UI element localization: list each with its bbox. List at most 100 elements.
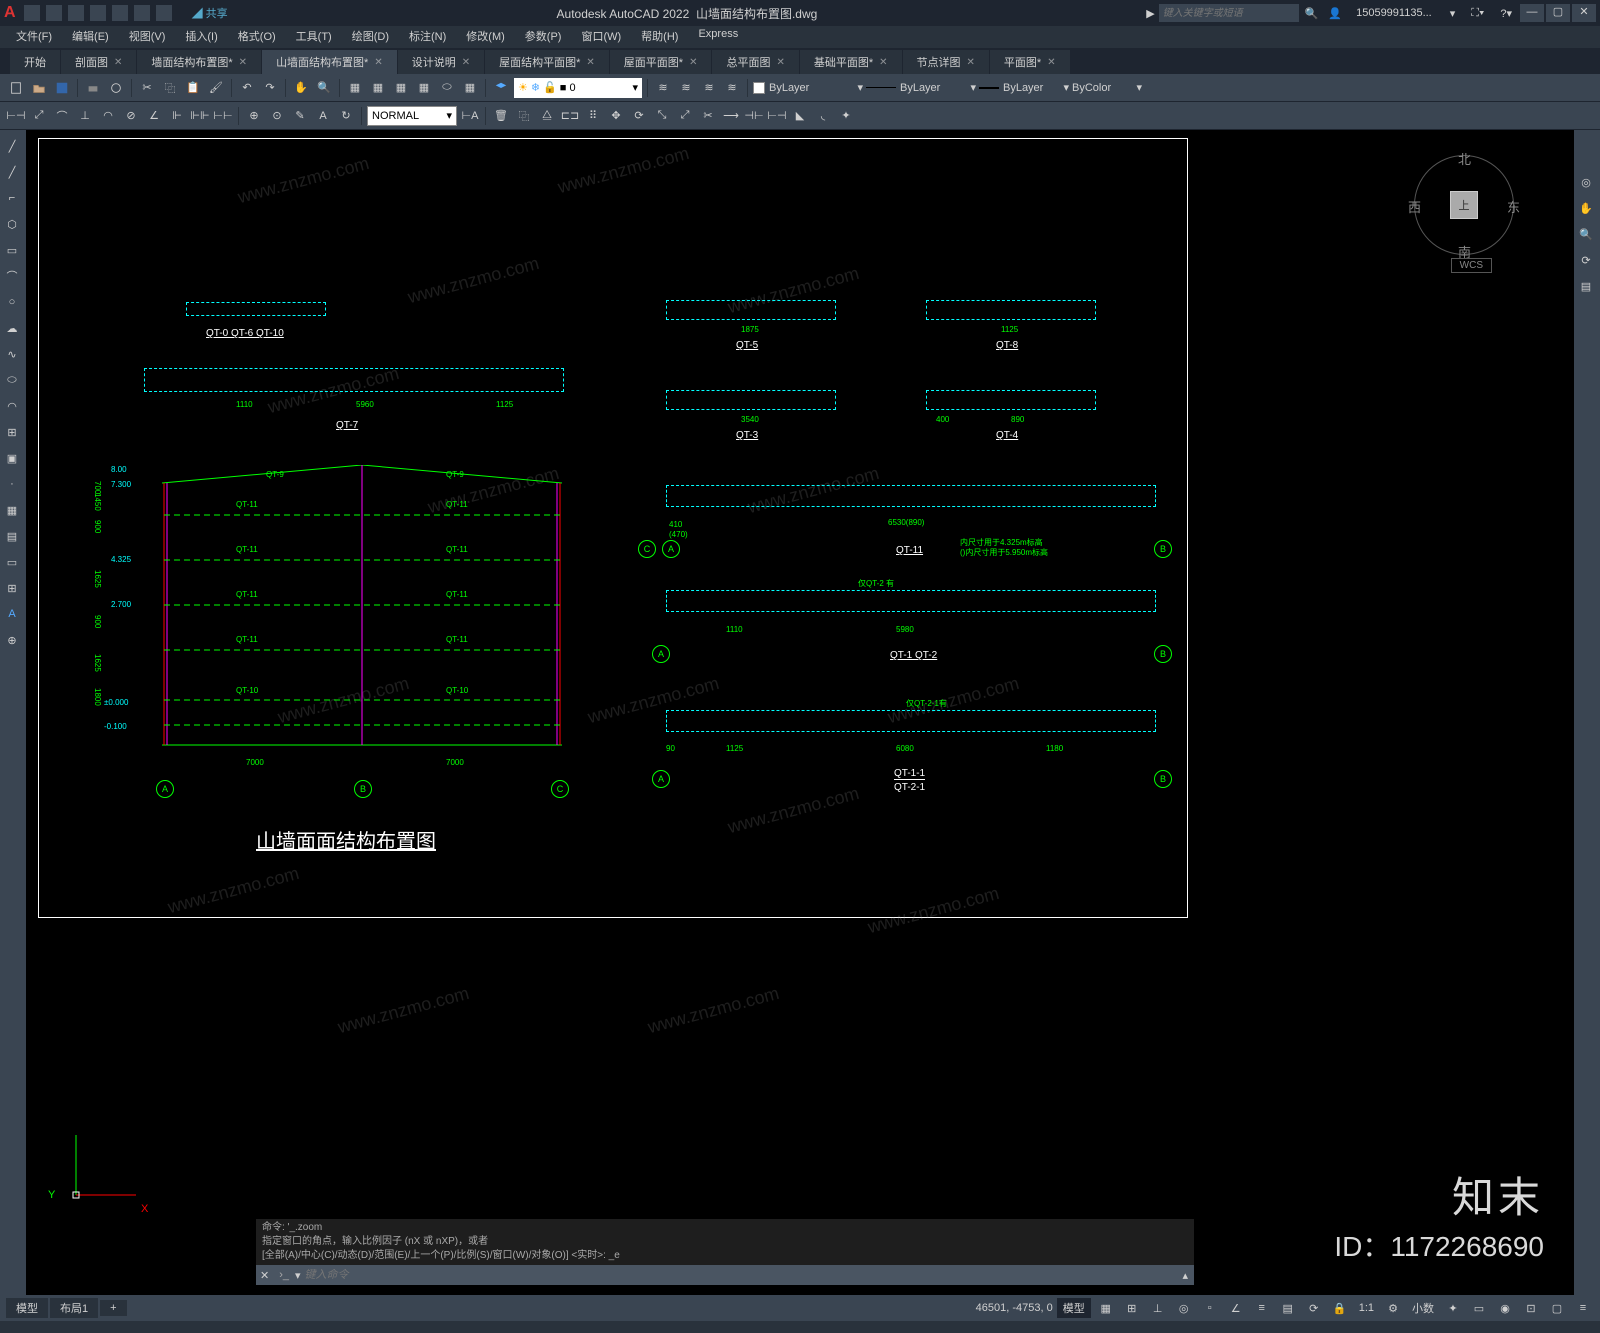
plot-icon[interactable] xyxy=(112,5,128,21)
close-icon[interactable]: ✕ xyxy=(114,57,122,68)
tab-roof-struct[interactable]: 屋面结构平面图*✕ xyxy=(485,50,610,74)
nav-zoom-icon[interactable]: 🔍 xyxy=(1574,222,1598,246)
tab-gable[interactable]: 山墙面结构布置图*✕ xyxy=(262,50,398,74)
explode-icon[interactable]: ✦ xyxy=(836,106,856,126)
plotstyle-dropdown[interactable]: ByColor▾ xyxy=(1072,81,1142,94)
close-icon[interactable]: ✕ xyxy=(776,57,784,68)
dim-cont-icon[interactable]: ⊢⊢ xyxy=(213,106,233,126)
pline-icon[interactable]: ⌐ xyxy=(0,186,24,210)
addsel-icon[interactable]: ⊕ xyxy=(0,628,24,652)
dim-radius-icon[interactable]: ◠ xyxy=(98,106,118,126)
tab-start[interactable]: 开始 xyxy=(10,50,61,74)
dim-angle-icon[interactable]: ∠ xyxy=(144,106,164,126)
modelspace-button[interactable]: 模型 xyxy=(1057,1298,1091,1318)
maximize-button[interactable]: ▢ xyxy=(1546,4,1570,22)
save-icon[interactable] xyxy=(52,78,72,98)
custom-icon[interactable]: ≡ xyxy=(1572,1298,1594,1318)
menu-format[interactable]: 格式(O) xyxy=(230,26,284,48)
layers-icon[interactable]: ≋ xyxy=(653,78,673,98)
extend-icon[interactable]: ⟶ xyxy=(721,106,741,126)
otrack-icon[interactable]: ∠ xyxy=(1225,1298,1247,1318)
menu-view[interactable]: 视图(V) xyxy=(121,26,174,48)
polar-icon[interactable]: ◎ xyxy=(1173,1298,1195,1318)
anno-icon[interactable]: 🔒 xyxy=(1329,1298,1351,1318)
preview-icon[interactable] xyxy=(106,78,126,98)
new-icon[interactable] xyxy=(24,5,40,21)
viewcube-top[interactable]: 上 xyxy=(1450,191,1478,219)
close-icon[interactable]: ✕ xyxy=(1047,57,1055,68)
redo-icon[interactable] xyxy=(156,5,172,21)
transp-icon[interactable]: ▤ xyxy=(1277,1298,1299,1318)
pan-icon[interactable]: ✋ xyxy=(291,78,311,98)
markup-icon[interactable]: ⬭ xyxy=(437,78,457,98)
menu-draw[interactable]: 绘图(D) xyxy=(344,26,397,48)
grid-icon[interactable]: ▦ xyxy=(1095,1298,1117,1318)
array-icon[interactable]: ⠿ xyxy=(583,106,603,126)
nav-orbit-icon[interactable]: ⟳ xyxy=(1574,248,1598,272)
toolpal-icon[interactable]: ▦ xyxy=(391,78,411,98)
dimstyle-icon[interactable]: ⊢A xyxy=(460,106,480,126)
erase-icon[interactable]: 🗑 xyxy=(491,106,511,126)
drawing-canvas[interactable]: www.znzmo.com www.znzmo.com www.znzmo.co… xyxy=(26,130,1574,1295)
osnap-icon[interactable]: ▫ xyxy=(1199,1298,1221,1318)
snap-icon[interactable]: ⊞ xyxy=(1121,1298,1143,1318)
menu-dimension[interactable]: 标注(N) xyxy=(401,26,454,48)
close-icon[interactable]: ✕ xyxy=(689,57,697,68)
point-icon[interactable]: · xyxy=(0,472,24,496)
close-icon[interactable]: ✕ xyxy=(967,57,975,68)
block-icon[interactable]: ▣ xyxy=(0,446,24,470)
print-icon[interactable] xyxy=(83,78,103,98)
lwt-icon[interactable]: ≡ xyxy=(1251,1298,1273,1318)
chamfer-icon[interactable]: ◣ xyxy=(790,106,810,126)
props-icon[interactable]: ▦ xyxy=(345,78,365,98)
nav-wheel-icon[interactable]: ◎ xyxy=(1574,170,1598,194)
tab-plan[interactable]: 平面图*✕ xyxy=(990,50,1071,74)
break-icon[interactable]: ⊣⊢ xyxy=(744,106,764,126)
iso-icon[interactable]: ⊡ xyxy=(1520,1298,1542,1318)
dim-tedit-icon[interactable]: A xyxy=(313,106,333,126)
undo-icon[interactable]: ↶ xyxy=(237,78,257,98)
sheet-icon[interactable]: ▦ xyxy=(414,78,434,98)
cycle-icon[interactable]: ⟳ xyxy=(1303,1298,1325,1318)
revcloud-icon[interactable]: ☁ xyxy=(0,316,24,340)
gradient-icon[interactable]: ▤ xyxy=(0,524,24,548)
dim-center-icon[interactable]: ⊙ xyxy=(267,106,287,126)
nav-pan-icon[interactable]: ✋ xyxy=(1574,196,1598,220)
search-icon[interactable]: 🔍 xyxy=(1305,7,1319,20)
apps-icon[interactable]: ⛶▾ xyxy=(1471,7,1484,20)
menu-icon[interactable]: ▾ xyxy=(295,1269,305,1282)
tab-design[interactable]: 设计说明✕ xyxy=(398,50,485,74)
hatch-icon[interactable]: ▦ xyxy=(0,498,24,522)
close-icon[interactable]: ✕ xyxy=(256,1269,273,1282)
ortho-icon[interactable]: ⊥ xyxy=(1147,1298,1169,1318)
tab-add[interactable]: + xyxy=(100,1300,126,1316)
menu-window[interactable]: 窗口(W) xyxy=(573,26,629,48)
tab-model[interactable]: 模型 xyxy=(6,1298,48,1318)
spline-icon[interactable]: ∿ xyxy=(0,342,24,366)
cloud-icon[interactable]: ▾ xyxy=(1450,7,1456,20)
designc-icon[interactable]: ▦ xyxy=(368,78,388,98)
saveas-icon[interactable] xyxy=(90,5,106,21)
arc-icon[interactable]: ⌒ xyxy=(0,264,24,288)
copy2-icon[interactable]: ⿻ xyxy=(514,106,534,126)
lineweight-dropdown[interactable]: ByLayer▾ xyxy=(979,81,1069,94)
decimal-label[interactable]: 小数 xyxy=(1408,1298,1438,1318)
tab-roof-plan[interactable]: 屋面平面图*✕ xyxy=(610,50,713,74)
dim-quick-icon[interactable]: ⊩ xyxy=(167,106,187,126)
move-icon[interactable]: ✥ xyxy=(606,106,626,126)
circle-icon[interactable]: ○ xyxy=(0,290,24,314)
open-icon[interactable] xyxy=(29,78,49,98)
close-icon[interactable]: ✕ xyxy=(462,57,470,68)
clean-icon[interactable]: ▢ xyxy=(1546,1298,1568,1318)
trim-icon[interactable]: ✂ xyxy=(698,106,718,126)
menu-modify[interactable]: 修改(M) xyxy=(458,26,513,48)
hardware-icon[interactable]: ◉ xyxy=(1494,1298,1516,1318)
redo-icon[interactable]: ↷ xyxy=(260,78,280,98)
dim-tol-icon[interactable]: ⊕ xyxy=(244,106,264,126)
close-button[interactable]: ✕ xyxy=(1572,4,1596,22)
user-name[interactable]: 15059991135... xyxy=(1356,7,1432,19)
layoff-icon[interactable]: ≋ xyxy=(722,78,742,98)
tab-foundation[interactable]: 基础平面图*✕ xyxy=(800,50,903,74)
table-icon[interactable]: ⊞ xyxy=(0,576,24,600)
undo-icon[interactable] xyxy=(134,5,150,21)
